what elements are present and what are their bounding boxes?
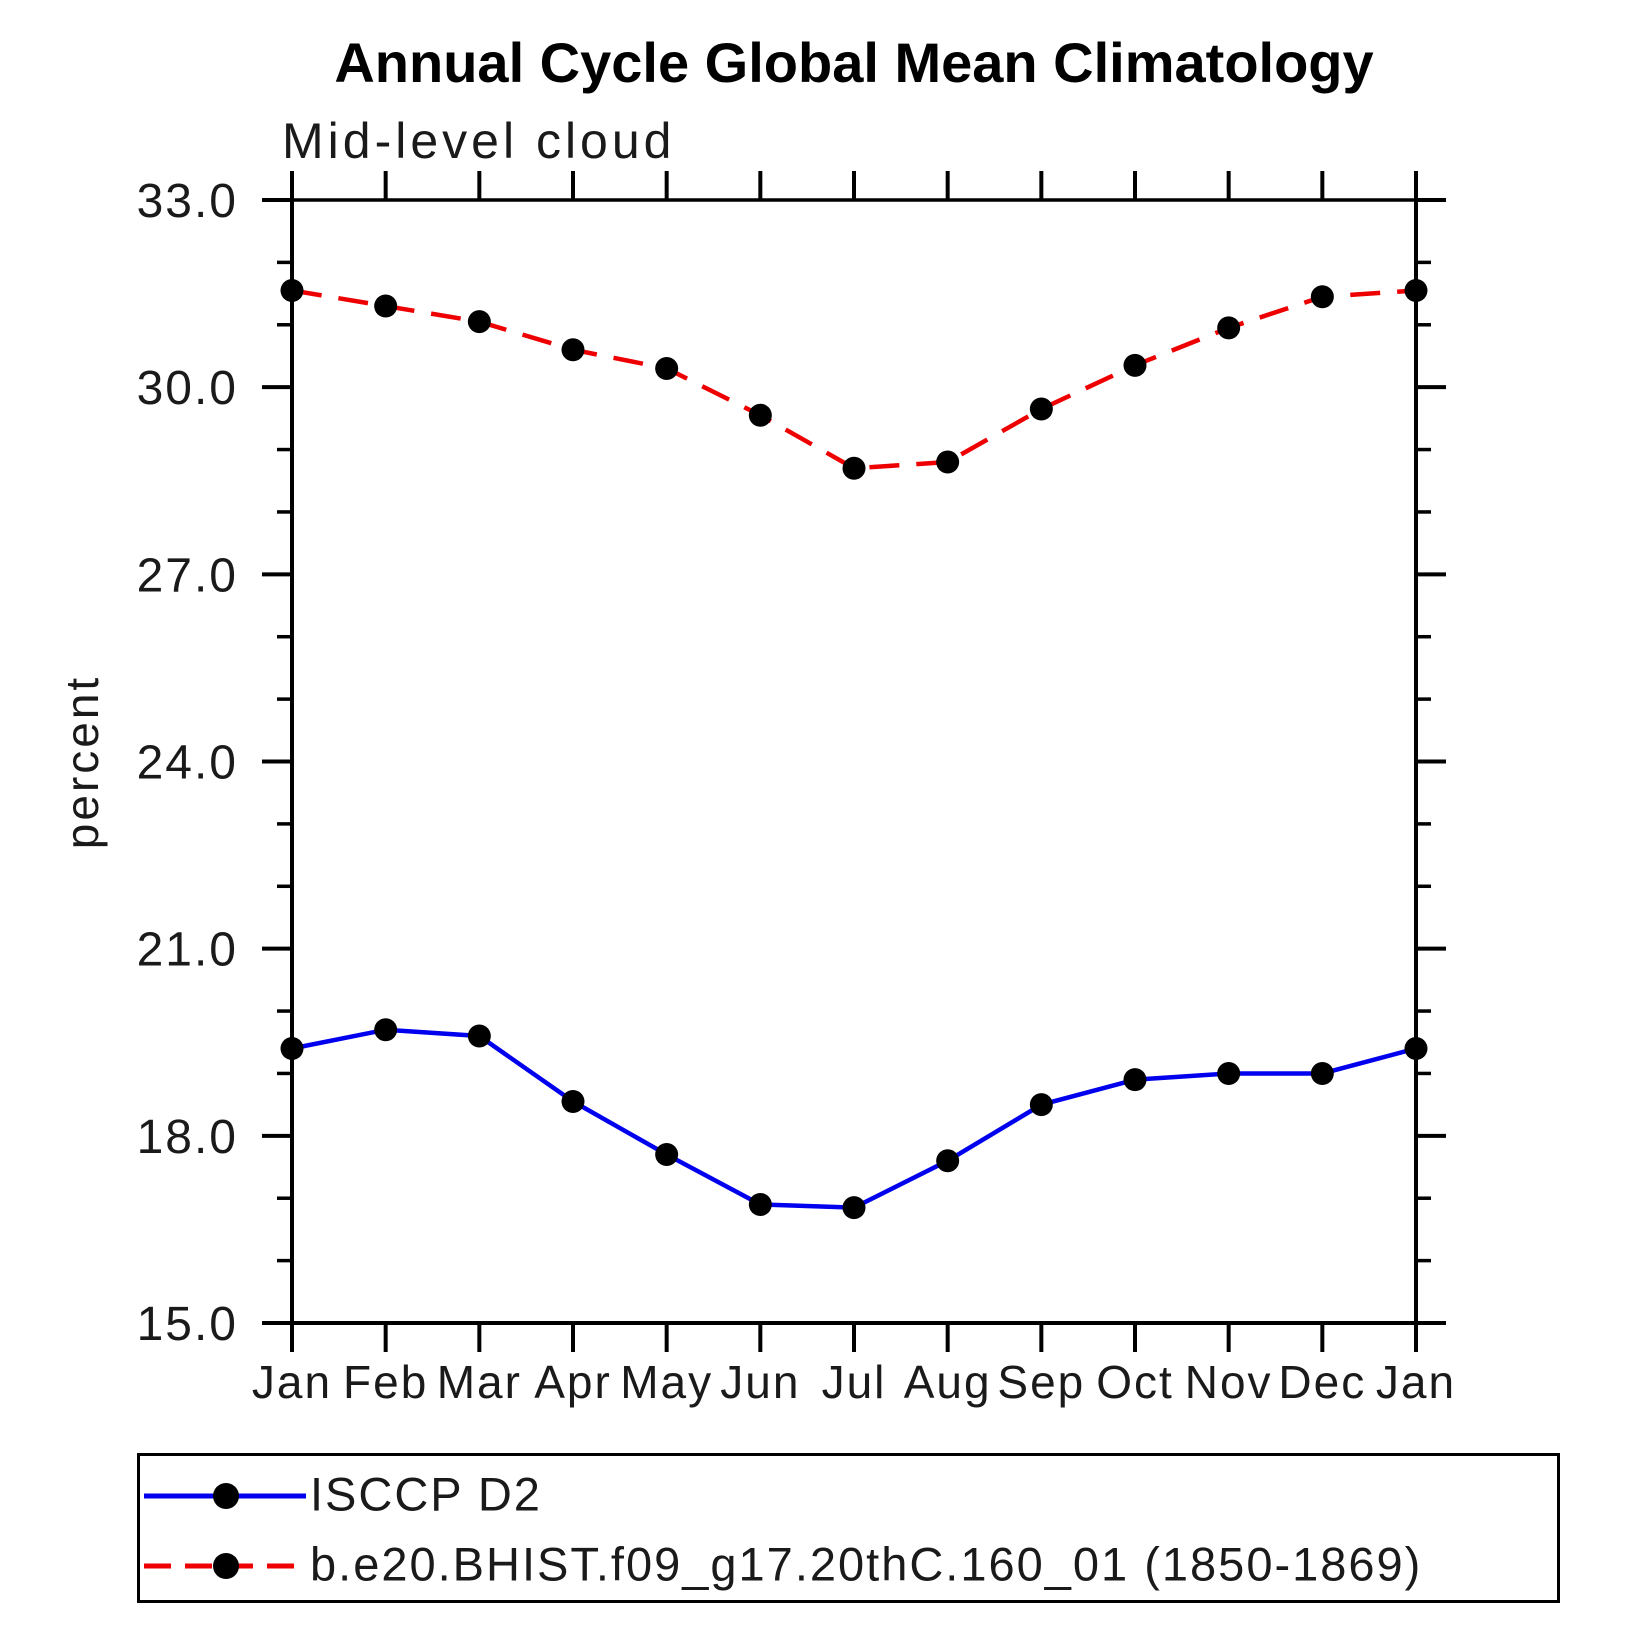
x-tick-label: Jun bbox=[720, 1356, 800, 1408]
y-tick-label: 27.0 bbox=[137, 549, 238, 602]
data-point-marker bbox=[936, 1149, 960, 1173]
data-point-marker bbox=[1217, 316, 1241, 340]
data-point-marker bbox=[1217, 1061, 1241, 1085]
legend-marker-sample bbox=[213, 1483, 239, 1509]
data-point-marker bbox=[374, 1018, 398, 1042]
x-tick-label: Feb bbox=[343, 1356, 428, 1408]
y-tick-label: 21.0 bbox=[137, 924, 238, 977]
data-point-marker bbox=[467, 310, 491, 334]
chart-title: Annual Cycle Global Mean Climatology bbox=[334, 31, 1374, 94]
x-tick-label: Dec bbox=[1278, 1356, 1366, 1408]
x-tick-label: Jul bbox=[822, 1356, 887, 1408]
legend-key-dashed-line bbox=[144, 1553, 306, 1579]
x-tick-label: Aug bbox=[904, 1356, 992, 1408]
y-tick-label: 24.0 bbox=[137, 737, 238, 790]
y-tick-label: 30.0 bbox=[137, 362, 238, 415]
data-point-marker bbox=[1310, 1061, 1334, 1085]
legend: ISCCP D2 b.e20.BHIST.f09_g17.20thC.160_0… bbox=[137, 1453, 1560, 1603]
x-tick-label: Jan bbox=[252, 1356, 332, 1408]
series-line-1 bbox=[291, 288, 1417, 471]
y-tick-label: 18.0 bbox=[137, 1111, 238, 1164]
data-point-marker bbox=[467, 1024, 491, 1048]
data-point-marker bbox=[561, 1090, 585, 1114]
data-point-marker bbox=[1310, 285, 1334, 309]
data-point-marker bbox=[936, 450, 960, 474]
legend-label-isccp: ISCCP D2 bbox=[310, 1467, 542, 1521]
x-tick-label: Apr bbox=[534, 1356, 612, 1408]
y-tick-label: 15.0 bbox=[137, 1298, 238, 1351]
data-point-marker bbox=[1404, 1036, 1428, 1060]
x-tick-label: Mar bbox=[437, 1356, 522, 1408]
series-line-0 bbox=[291, 1027, 1417, 1210]
x-tick-label: Nov bbox=[1185, 1356, 1273, 1408]
data-point-marker bbox=[1123, 353, 1147, 377]
x-tick-label: Oct bbox=[1096, 1356, 1174, 1408]
data-point-marker bbox=[1029, 1093, 1053, 1117]
legend-item-model: b.e20.BHIST.f09_g17.20thC.160_01 (1850-1… bbox=[140, 1537, 1557, 1590]
data-point-marker bbox=[1029, 397, 1053, 421]
data-point-marker bbox=[655, 1143, 679, 1167]
data-point-marker bbox=[280, 278, 304, 302]
data-point-marker bbox=[1123, 1068, 1147, 1092]
legend-item-isccp: ISCCP D2 bbox=[140, 1467, 1557, 1520]
x-tick-label: Sep bbox=[997, 1356, 1085, 1408]
y-tick-label: 33.0 bbox=[137, 175, 238, 228]
data-point-marker bbox=[561, 338, 585, 362]
data-point-marker bbox=[842, 456, 866, 480]
legend-marker-sample bbox=[213, 1553, 239, 1579]
data-point-marker bbox=[748, 403, 772, 427]
chart-subtitle: Mid-level cloud bbox=[282, 113, 676, 169]
data-point-marker bbox=[842, 1196, 866, 1220]
x-tick-label: May bbox=[620, 1356, 713, 1408]
x-tick-label: Jan bbox=[1376, 1356, 1456, 1408]
data-point-marker bbox=[655, 356, 679, 380]
data-point-marker bbox=[748, 1192, 772, 1216]
legend-key-solid-line bbox=[144, 1483, 306, 1509]
data-point-marker bbox=[374, 294, 398, 318]
data-point-marker bbox=[1404, 278, 1428, 302]
legend-label-model: b.e20.BHIST.f09_g17.20thC.160_01 (1850-1… bbox=[310, 1537, 1423, 1591]
data-point-marker bbox=[280, 1036, 304, 1060]
